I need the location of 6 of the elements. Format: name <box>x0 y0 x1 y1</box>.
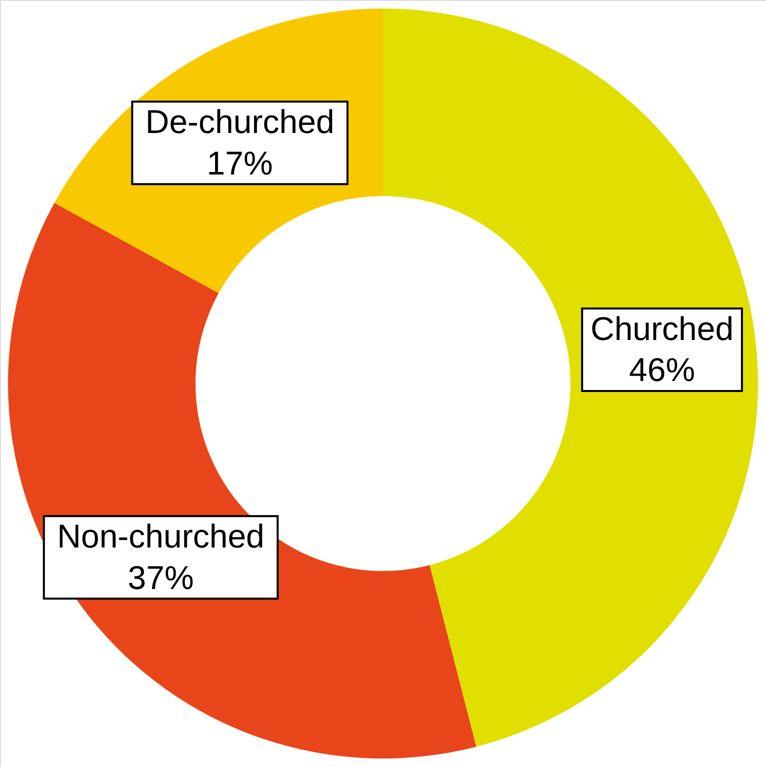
slice-label: Non-churched <box>57 518 264 555</box>
data-label: 37% <box>128 558 194 596</box>
data-label: 46% <box>629 351 696 388</box>
slice-label: Churched <box>590 310 734 347</box>
slice-label: De-churched <box>145 103 334 140</box>
data-label: 17% <box>206 144 273 182</box>
